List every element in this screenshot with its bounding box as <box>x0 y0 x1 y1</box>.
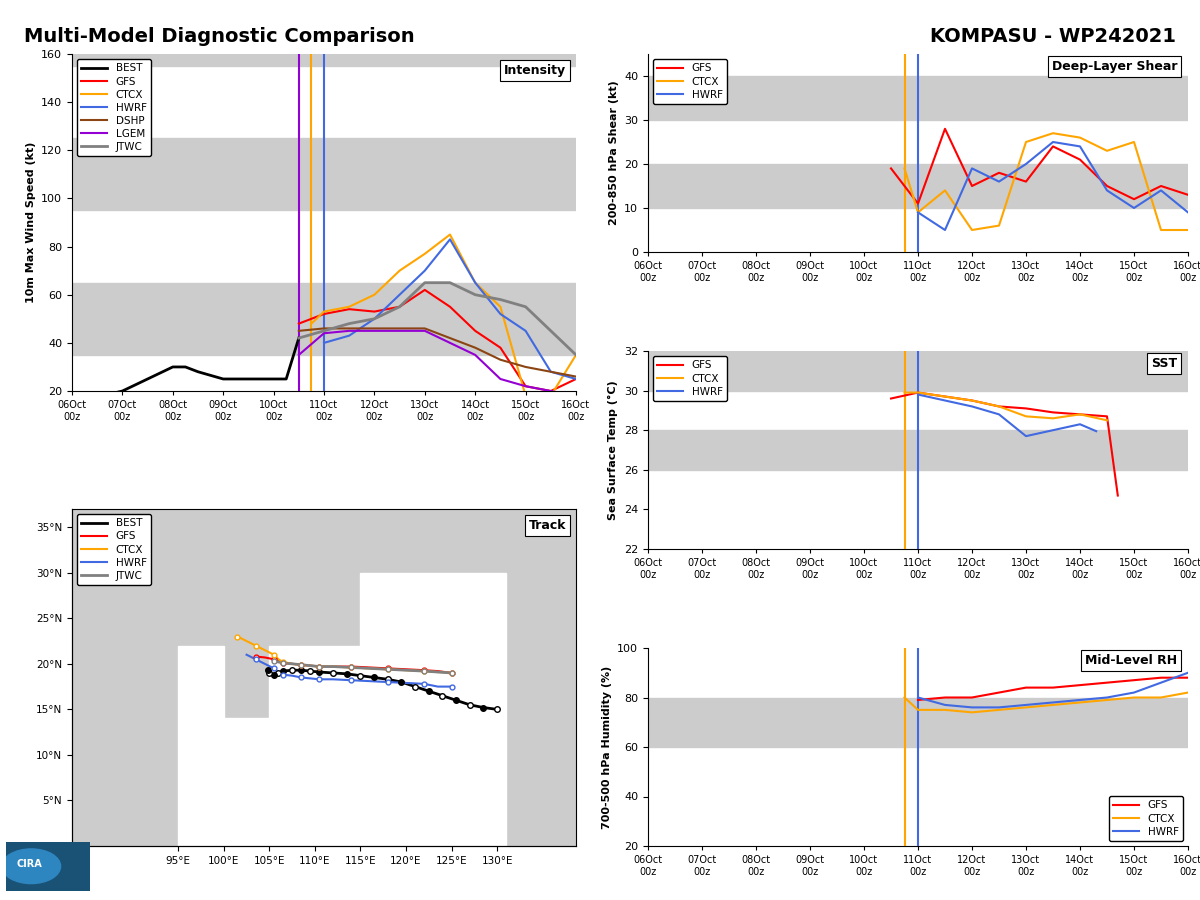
Bar <box>648 430 1188 470</box>
Text: CIRA: CIRA <box>17 859 42 868</box>
Legend: GFS, CTCX, HWRF: GFS, CTCX, HWRF <box>1109 796 1183 841</box>
Legend: BEST, GFS, CTCX, HWRF, DSHP, LGEM, JTWC: BEST, GFS, CTCX, HWRF, DSHP, LGEM, JTWC <box>77 59 151 157</box>
Y-axis label: 200-850 hPa Shear (kt): 200-850 hPa Shear (kt) <box>608 81 618 225</box>
Legend: GFS, CTCX, HWRF: GFS, CTCX, HWRF <box>653 356 727 400</box>
Polygon shape <box>179 645 224 846</box>
Polygon shape <box>224 718 278 846</box>
Text: SST: SST <box>1151 357 1177 370</box>
Y-axis label: 10m Max Wind Speed (kt): 10m Max Wind Speed (kt) <box>25 142 36 303</box>
Bar <box>648 76 1188 120</box>
Bar <box>72 283 576 355</box>
Polygon shape <box>269 645 424 846</box>
Bar <box>648 164 1188 208</box>
Text: Intensity: Intensity <box>504 64 566 77</box>
Text: Track: Track <box>528 519 566 532</box>
Legend: BEST, GFS, CTCX, HWRF, JTWC: BEST, GFS, CTCX, HWRF, JTWC <box>77 514 151 585</box>
Text: KOMPASU - WP242021: KOMPASU - WP242021 <box>930 27 1176 46</box>
Y-axis label: Sea Surface Temp (°C): Sea Surface Temp (°C) <box>608 380 618 520</box>
Text: Deep-Layer Shear: Deep-Layer Shear <box>1051 60 1177 73</box>
Text: Multi-Model Diagnostic Comparison: Multi-Model Diagnostic Comparison <box>24 27 415 46</box>
Y-axis label: 700-500 hPa Humidity (%): 700-500 hPa Humidity (%) <box>601 665 612 829</box>
Text: Mid-Level RH: Mid-Level RH <box>1085 654 1177 667</box>
Bar <box>72 42 576 66</box>
Polygon shape <box>360 572 506 664</box>
Bar <box>648 698 1188 747</box>
Bar <box>72 139 576 211</box>
Circle shape <box>2 849 61 884</box>
Legend: GFS, CTCX, HWRF: GFS, CTCX, HWRF <box>653 59 727 104</box>
Polygon shape <box>314 664 506 846</box>
Bar <box>648 351 1188 391</box>
